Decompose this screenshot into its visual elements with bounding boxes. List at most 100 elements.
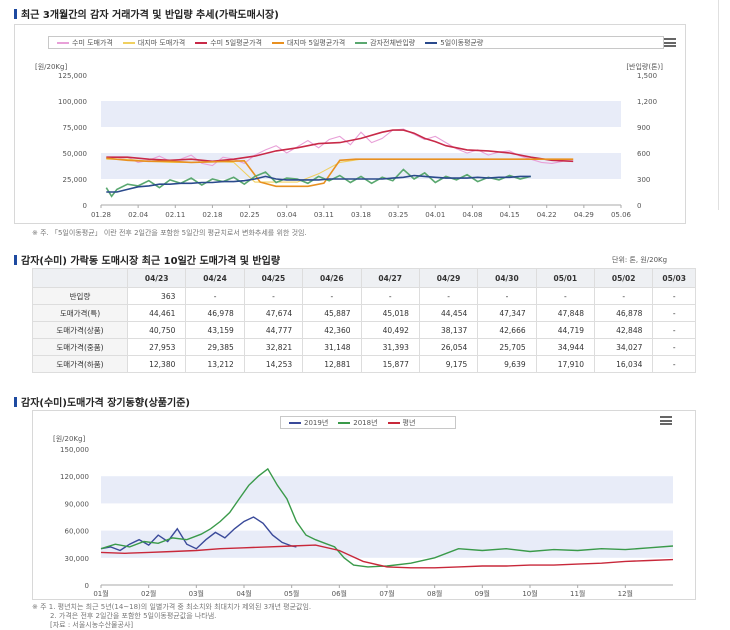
table-cell: - [418,287,479,305]
legend-label: 5일이동평균량 [440,38,484,47]
chart1-y-right-tick: 1,500 [637,72,657,80]
table-cell: 47,848 [535,304,596,322]
table-cell: - [302,287,362,305]
table-cell: - [593,287,654,305]
price-table: 04/23 04/24 04/25 04/26 04/27 04/29 04/30 05/01… [32,268,696,373]
table-column-header: 04/30 [477,268,537,288]
chart2-y-tick: 120,000 [60,473,89,481]
chart2-x-tick: 12월 [618,589,633,598]
chart2-legend-item[interactable]: 평년 [387,418,415,428]
chart2-x-tick: 04월 [236,589,251,598]
legend-label: 수미 5일평균가격 [210,38,262,47]
chart1-legend-item[interactable]: 대지마 5일평균가격 [271,38,345,48]
table-cell: - [652,355,696,373]
table-cell: 43,159 [185,321,245,339]
chart1-band [101,153,621,179]
table-cell: 46,878 [593,304,654,322]
table-column-header: 05/01 [535,268,596,288]
table-cell: 13,212 [185,355,245,373]
table-cell: - [652,304,696,322]
chart1-x-tick: 04.01 [425,211,445,219]
chart1-x-tick: 04.29 [574,211,594,219]
chart2-legend-item[interactable]: 2019년 [289,418,328,428]
section3-note-2: 2. 가격은 전후 2일간을 포함한 5일이동평균값을 나타냄. [50,612,217,620]
legend-swatch [289,421,301,424]
table-cell: 47,347 [477,304,537,322]
table-cell: 47,674 [243,304,304,322]
chart2-svg: [원/20Kg] 150,000 120,000 90,000 60,000 30,000… [53,434,674,598]
chart1-x-tick: 01.28 [91,211,111,219]
legend-label: 수미 도매가격 [72,38,113,47]
table-row-label: 도매가격(하품) [32,355,128,373]
table-cell: 44,454 [418,304,479,322]
chart1-x-tick: 03.04 [277,211,298,219]
table-row-label: 도매가격(상품) [32,321,128,339]
table-cell: - [243,287,304,305]
section1-note: ※ 주. 「5일이동평균」 이란 전후 2일간을 포함한 5일간의 평균치로서 … [32,229,307,237]
chart2-x-tick: 09월 [475,589,490,598]
chart1-y-right-tick: 900 [637,124,650,132]
table-row: 도매가격(특) 44,461 46,978 47,674 45,887 45,018 44,… [32,304,696,322]
table-column-header: 04/27 [360,268,420,288]
chart1-legend-item[interactable]: 대지마 도매가격 [122,38,185,48]
legend-swatch [425,41,438,44]
section3-note-3: [자료 : 서울시농수산물공사] [50,621,134,629]
table-row-label: 도매가격(중품) [32,338,128,356]
table-cell: - [360,287,420,305]
chart2-x-tick: 07월 [379,589,394,598]
chart1-legend-item[interactable]: 수미 도매가격 [57,38,113,48]
table-column-header: 04/26 [302,268,362,288]
chart1-x-tick: 02.11 [165,211,185,219]
legend-swatch [387,421,400,424]
chart1-svg: [원/20Kg] [반입량(톤)] 125,000 100,000 75,000 50,0… [35,62,663,219]
table-cell: 363 [126,287,187,305]
table-cell: 40,750 [126,321,187,339]
legend-label: 2019년 [304,418,329,427]
chart1-y-right-tick: 1,200 [637,98,657,106]
legend-swatch [57,41,69,44]
table-row-label: 도매가격(특) [32,304,128,322]
chart1-legend-item[interactable]: 감자전체반입량 [355,38,415,48]
table-column-header: 04/23 [126,268,187,288]
table-cell: 27,953 [126,338,187,356]
chart2-series-line [100,516,297,552]
chart2-menu-icon[interactable] [660,416,672,425]
table-column-header: 04/24 [185,268,245,288]
table-row: 도매가격(하품) 12,380 13,212 14,253 12,881 15,877 9,… [32,355,696,373]
chart1-legend-item[interactable]: 5일이동평균량 [425,38,483,48]
chart2-x-tick: 02월 [141,589,156,598]
table-cell: 34,944 [535,338,596,356]
chart1-legend-item[interactable]: 수미 5일평균가격 [195,38,262,48]
chart1-y-right-tick: 600 [637,150,650,158]
chart1-y-right-tick: 300 [637,176,650,184]
chart1-x-tick: 03.11 [314,211,334,219]
chart2-y-tick: 150,000 [60,446,89,454]
table-cell: 31,148 [302,338,362,356]
chart1-y-left-tick: 25,000 [63,176,88,184]
chart2-legend-item[interactable]: 2018년 [338,418,378,428]
section3-note-1: ※ 주 1. 평년치는 최근 5년(14~18)의 일별가격 중 최소치와 최대… [32,603,312,611]
chart1-x-tick: 04.15 [500,211,520,219]
chart2-x-tick: 08월 [427,589,442,598]
table-row: 도매가격(중품) 27,953 29,385 32,821 31,148 31,393 26… [32,338,696,356]
chart2-y-tick: 0 [85,582,89,590]
section3-title: 감자(수미)도매가격 장기동향(상품기준) [14,394,190,409]
chart1-menu-icon[interactable] [664,38,676,47]
table-column-header: 04/29 [418,268,479,288]
chart1-panel: [원/20Kg] [반입량(톤)] 125,000 100,000 75,000 50,0… [14,24,686,224]
legend-label: 감자전체반입량 [370,38,416,47]
chart1-series-line [106,157,574,188]
table-cell: - [477,287,537,305]
chart2-band [101,476,673,504]
chart2-x-tick: 10월 [522,589,537,598]
table-cell: 31,393 [360,338,420,356]
table-column-header: 05/02 [593,268,654,288]
table-cell: - [652,338,696,356]
chart1-x-tick: 03.18 [351,211,371,219]
table-cell: 9,639 [477,355,537,373]
table-cell: 32,821 [243,338,304,356]
table-cell: 40,492 [360,321,420,339]
legend-swatch [338,421,351,424]
chart1-x-tick: 02.25 [240,211,260,219]
chart2-y-tick: 60,000 [65,528,90,536]
